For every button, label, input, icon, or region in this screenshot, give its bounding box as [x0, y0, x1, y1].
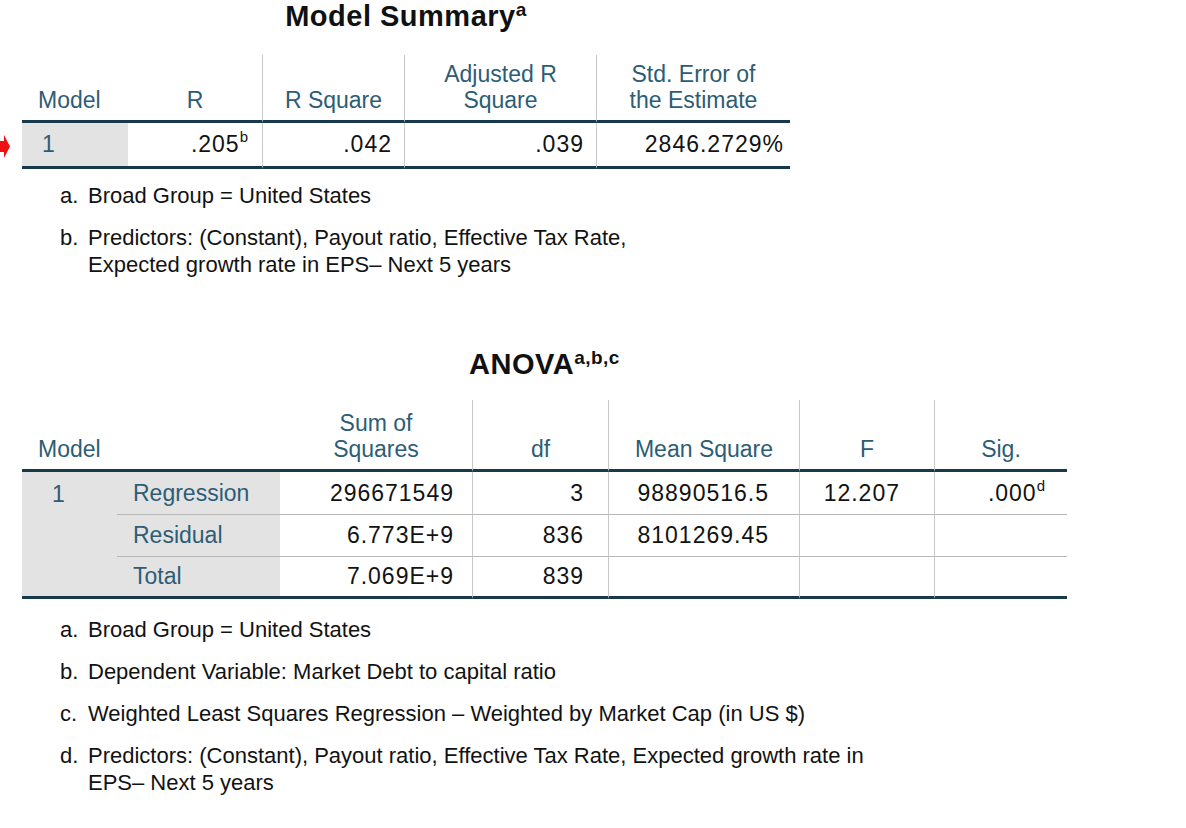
anova-cell-sum-of-squares: 296671549 [280, 472, 473, 515]
anova-header-df: df [473, 400, 609, 472]
anova-row-label: Regression [117, 472, 280, 515]
anova-sig-superscript: d [1037, 477, 1045, 494]
model-summary-title: Model Summarya [22, 0, 790, 33]
anova-cell-f [800, 515, 935, 557]
ms-header-model: Model [22, 55, 128, 123]
anova-cell-sig [935, 515, 1067, 557]
ms-cell-r-square: .042 [263, 123, 405, 169]
anova-footnote-b: b. Dependent Variable: Market Debt to ca… [60, 658, 556, 685]
ms-header-adjusted-r-square: Adjusted R Square [405, 55, 597, 123]
anova-cell-sum-of-squares: 6.773E+9 [280, 515, 473, 557]
footnote-label: b. [60, 658, 88, 685]
model-summary-title-superscript: a [516, 0, 527, 20]
ms-footnote-a: a. Broad Group = United States [60, 182, 371, 209]
footnote-text: Dependent Variable: Market Debt to capit… [88, 658, 556, 685]
ms-cell-adjusted-r-square: .039 [405, 123, 597, 169]
ms-header-std-error: Std. Error of the Estimate [597, 55, 790, 123]
footnote-text: Weighted Least Squares Regression – Weig… [88, 700, 805, 727]
anova-cell-sig [935, 557, 1067, 599]
anova-footnote-a: a. Broad Group = United States [60, 616, 371, 643]
anova-cell-mean-square: 98890516.5 [609, 472, 800, 515]
footnote-label: a. [60, 182, 88, 209]
anova-row-label: Residual [117, 515, 280, 557]
ms-footnote-b: b. Predictors: (Constant), Payout ratio,… [60, 224, 626, 278]
footnote-label: a. [60, 616, 88, 643]
anova-header-sum-of-squares: Sum of Squares [280, 400, 473, 472]
anova-row-label: Total [117, 557, 280, 599]
footnote-text: Predictors: (Constant), Payout ratio, Ef… [88, 224, 626, 278]
anova-cell-model-number: 1 [22, 472, 117, 599]
anova-cell-mean-square: 8101269.45 [609, 515, 800, 557]
anova-cell-sig: .000d [935, 472, 1067, 515]
anova-cell-f [800, 557, 935, 599]
ms-cell-std-error: 2846.2729% [597, 123, 790, 169]
anova-cell-df: 836 [473, 515, 609, 557]
anova-table[interactable]: Model Sum of Squares df Mean Square F Si… [22, 400, 1067, 599]
anova-header-mean-square: Mean Square [609, 400, 800, 472]
anova-cell-mean-square [609, 557, 800, 599]
selection-arrow-icon [0, 135, 10, 158]
footnote-text: Predictors: (Constant), Payout ratio, Ef… [88, 742, 864, 796]
anova-header-sig: Sig. [935, 400, 1067, 472]
anova-cell-sum-of-squares: 7.069E+9 [280, 557, 473, 599]
anova-sig-value: .000 [988, 480, 1037, 507]
anova-footnote-c: c. Weighted Least Squares Regression – W… [60, 700, 805, 727]
ms-header-r-square: R Square [263, 55, 405, 123]
anova-header-model: Model [22, 400, 280, 472]
anova-header-f: F [800, 400, 935, 472]
ms-header-r: R [128, 55, 263, 123]
anova-title-text: ANOVA [469, 348, 574, 380]
model-summary-table[interactable]: Model R R Square Adjusted R Square Std. … [22, 55, 790, 169]
ms-r-value: .205 [191, 131, 240, 158]
anova-footnote-d: d. Predictors: (Constant), Payout ratio,… [60, 742, 864, 796]
model-summary-title-text: Model Summary [285, 0, 516, 32]
footnote-label: d. [60, 742, 88, 796]
anova-title-superscript: a,b,c [574, 347, 620, 368]
anova-cell-f: 12.207 [800, 472, 935, 515]
ms-cell-r: .205b [128, 123, 263, 169]
anova-cell-df: 3 [473, 472, 609, 515]
footnote-text: Broad Group = United States [88, 182, 371, 209]
footnote-label: c. [60, 700, 88, 727]
ms-r-superscript: b [240, 128, 248, 145]
spss-output-page: Model Summarya Model R R Square Adjusted… [0, 0, 1186, 828]
footnote-label: b. [60, 224, 88, 278]
anova-title: ANOVAa,b,c [22, 348, 1067, 381]
ms-cell-model-number: 1 [22, 123, 128, 169]
anova-cell-df: 839 [473, 557, 609, 599]
footnote-text: Broad Group = United States [88, 616, 371, 643]
